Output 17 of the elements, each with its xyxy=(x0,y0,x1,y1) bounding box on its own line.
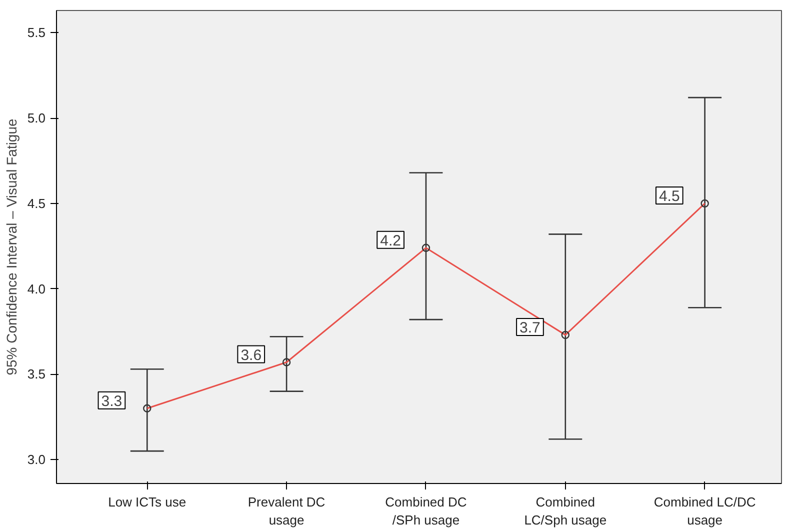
data-label: 4.5 xyxy=(658,188,680,205)
x-tick-label: Combined LC/Sph usage xyxy=(524,494,607,528)
y-tick-label: 5.5 xyxy=(27,25,46,40)
x-tick-label: Prevalent DC usage xyxy=(248,494,326,528)
y-axis-title: 95% Confidence Interval – Visual Fatigue xyxy=(3,118,20,376)
data-label: 3.7 xyxy=(520,319,540,336)
data-label: 3.6 xyxy=(240,346,262,364)
y-tick-label: 3.5 xyxy=(27,366,46,382)
x-tick-label: Low ICTs use xyxy=(108,494,186,510)
x-tick-label: Combined LC/DC usage xyxy=(654,494,756,528)
data-label: 4.2 xyxy=(380,232,401,250)
y-tick-label: 4.5 xyxy=(27,196,46,211)
y-tick-label: 4.0 xyxy=(27,281,46,296)
data-label: 3.3 xyxy=(101,392,122,410)
y-tick-label: 3.0 xyxy=(27,452,46,468)
y-tick-label: 5.0 xyxy=(27,110,46,126)
x-tick-label: Combined DC /SPh usage xyxy=(385,494,467,528)
